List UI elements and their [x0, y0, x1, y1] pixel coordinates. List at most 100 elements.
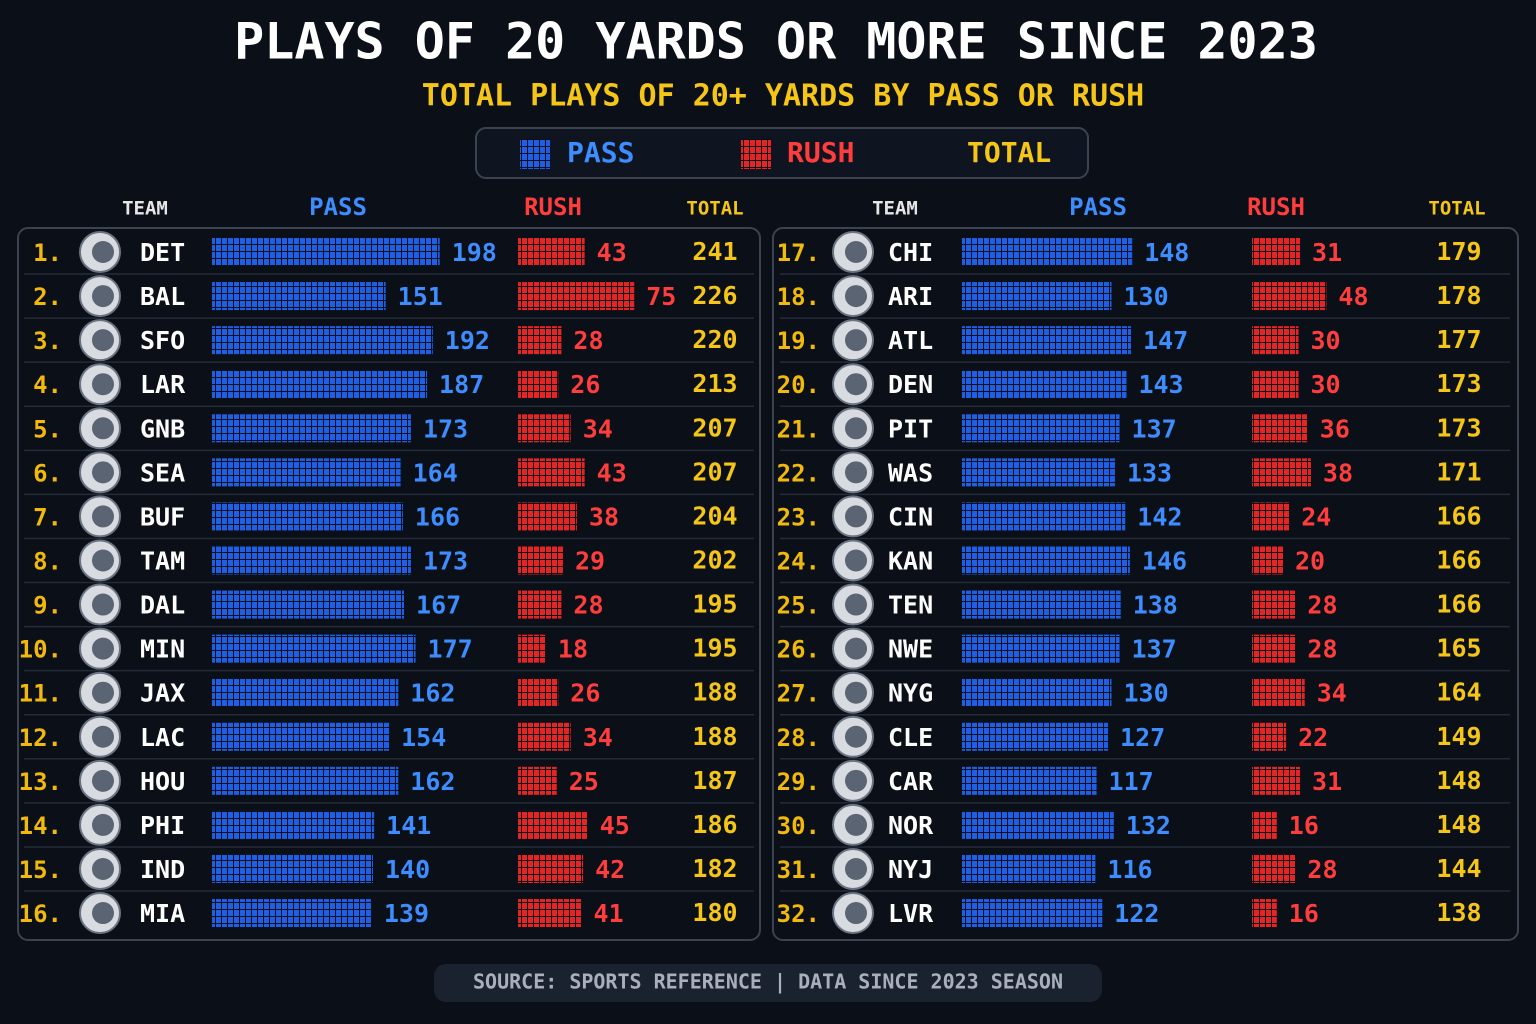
team-logo-inner: [845, 769, 867, 792]
team-logo-inner: [845, 241, 867, 263]
value-label: 130: [1124, 679, 1169, 708]
team-logo-inner: [845, 417, 867, 440]
rank: 17.: [777, 239, 820, 267]
rank: 9.: [33, 592, 62, 620]
column-header: TEAM: [872, 198, 918, 220]
total-value: 207: [692, 413, 737, 442]
total-value: 182: [692, 854, 737, 883]
value-label: 36: [1320, 414, 1350, 443]
rush-bar: [1252, 326, 1299, 355]
team-logo-inner: [92, 902, 114, 925]
rank: 19.: [777, 327, 820, 355]
rank: 14.: [19, 812, 62, 840]
total-value: 171: [1436, 457, 1481, 486]
team-logo-inner: [92, 505, 114, 528]
pass-bar: [962, 414, 1120, 443]
rush-bar: [518, 722, 571, 751]
value-label: 173: [423, 546, 468, 575]
value-label: 16: [1289, 899, 1319, 928]
value-label: 30: [1311, 370, 1341, 399]
value-label: 177: [428, 635, 473, 664]
rush-bar: [1252, 282, 1327, 311]
team-logo-inner: [92, 725, 114, 748]
right-panel: [772, 227, 1519, 941]
total-value: 180: [692, 898, 737, 927]
pass-bar: [962, 678, 1112, 707]
rush-bar: [518, 590, 562, 619]
source-box: [434, 964, 1102, 1002]
value-label: 42: [595, 855, 625, 884]
pass-bar: [962, 546, 1130, 575]
team-name: PIT: [888, 414, 933, 443]
rank: 2.: [33, 283, 62, 311]
rank: 28.: [777, 724, 820, 752]
rank: 27.: [777, 680, 820, 708]
total-value: 220: [692, 325, 737, 354]
value-label: 18: [558, 635, 588, 664]
rush-bar: [518, 854, 584, 883]
rush-bar: [518, 766, 557, 795]
rush-bar: [518, 282, 635, 311]
pass-bar: [962, 326, 1132, 355]
value-label: 143: [1138, 370, 1183, 399]
value-label: 48: [1338, 282, 1368, 311]
team-name: JAX: [140, 679, 185, 708]
team-name: NYG: [888, 679, 933, 708]
team-name: LAC: [140, 723, 185, 752]
rush-bar: [1252, 238, 1301, 266]
value-label: 154: [401, 723, 446, 752]
value-label: 139: [384, 899, 429, 928]
team-name: ATL: [888, 326, 933, 355]
value-label: 146: [1142, 546, 1187, 575]
team-logo-inner: [845, 285, 867, 308]
legend-label: PASS: [567, 136, 634, 169]
team-name: TAM: [140, 546, 185, 575]
team-name: WAS: [888, 458, 933, 487]
value-label: 43: [597, 238, 627, 267]
left-panel: [17, 227, 761, 941]
team-name: BUF: [140, 502, 185, 531]
rush-bar: [518, 458, 585, 487]
rank: 32.: [777, 900, 820, 928]
value-label: 133: [1127, 458, 1172, 487]
pass-bar: [212, 590, 405, 619]
pass-bar: [962, 502, 1126, 531]
pass-bar: [212, 546, 411, 575]
total-value: 166: [1436, 590, 1481, 619]
value-label: 28: [1307, 591, 1337, 620]
team-logo-inner: [845, 637, 867, 660]
rank: 3.: [33, 327, 62, 355]
value-label: 38: [1323, 458, 1353, 487]
pass-bar: [212, 370, 428, 399]
legend-swatch: [520, 139, 550, 169]
team-name: SFO: [140, 326, 185, 355]
pass-bar: [962, 458, 1115, 487]
team-name: LVR: [888, 899, 934, 928]
value-label: 45: [600, 811, 630, 840]
team-logo-inner: [92, 637, 114, 660]
pass-bar: [962, 590, 1121, 619]
rush-bar: [518, 370, 559, 399]
pass-bar: [962, 282, 1112, 311]
team-logo-inner: [845, 505, 867, 528]
value-label: 162: [410, 679, 455, 708]
team-name: NOR: [888, 811, 934, 840]
pass-bar: [962, 810, 1114, 839]
team-logo-inner: [845, 725, 867, 748]
value-label: 75: [646, 282, 676, 311]
rush-bar: [1252, 810, 1277, 839]
value-label: 166: [415, 502, 460, 531]
team-logo-inner: [845, 902, 867, 925]
value-label: 122: [1114, 899, 1159, 928]
rank: 13.: [19, 768, 62, 796]
total-value: 241: [692, 237, 737, 266]
rush-bar: [518, 899, 582, 928]
value-label: 151: [398, 282, 443, 311]
value-label: 31: [1312, 767, 1342, 796]
rush-bar: [1252, 414, 1308, 443]
rank: 26.: [777, 636, 820, 664]
pass-bar: [962, 854, 1096, 883]
total-value: 138: [1436, 898, 1481, 927]
rank: 31.: [777, 856, 820, 884]
